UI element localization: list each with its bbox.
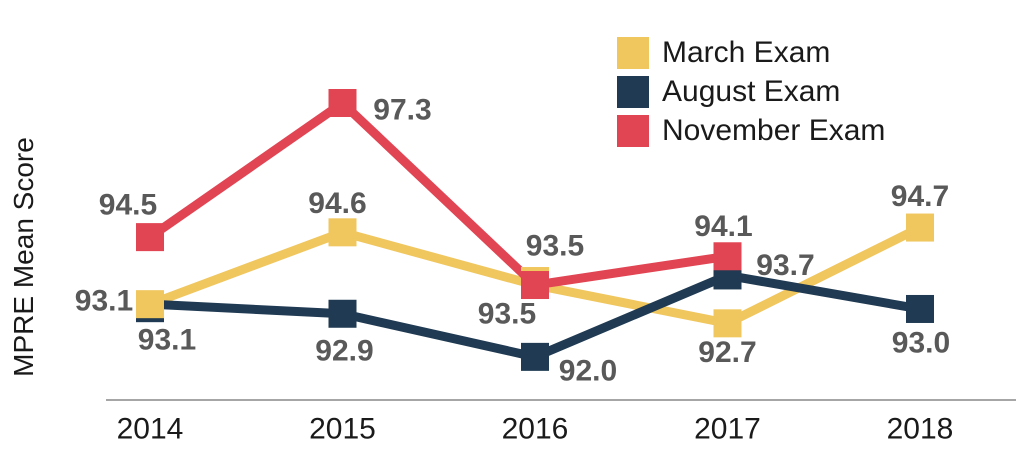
series-line-november-exam	[147, 97, 729, 290]
legend-swatch-august-exam	[617, 76, 649, 108]
data-point-label-march-exam-2017: 92.7	[698, 336, 756, 369]
y-axis-label: MPRE Mean Score	[8, 137, 39, 377]
data-point-marker-march-exam-2014	[136, 290, 164, 319]
chart-legend: March Exam August Exam November Exam	[617, 37, 885, 147]
legend-swatch-november-exam	[617, 115, 649, 147]
data-point-marker-november-exam-2016	[521, 271, 549, 300]
data-point-label-march-exam-2018: 94.7	[891, 180, 949, 213]
data-point-marker-march-exam-2015	[328, 218, 357, 247]
legend-label: August Exam	[662, 75, 841, 108]
data-point-label-march-exam-2014: 93.1	[75, 285, 133, 318]
x-tick-label-2016: 2016	[502, 413, 569, 446]
legend-item-august-exam: August Exam	[617, 76, 885, 108]
legend-item-march-exam: March Exam	[617, 37, 885, 69]
data-point-marker-november-exam-2015	[328, 89, 357, 117]
x-tick-label-2014: 2014	[117, 413, 184, 446]
data-point-label-november-exam-2016: 93.5	[526, 230, 584, 263]
data-point-label-march-exam-2016: 93.5	[478, 298, 536, 331]
data-point-label-november-exam-2017: 94.1	[694, 210, 752, 243]
data-point-label-march-exam-2015: 94.6	[308, 187, 366, 220]
data-point-label-august-exam-2018: 93.0	[892, 326, 950, 359]
data-point-label-august-exam-2015: 92.9	[315, 334, 373, 367]
data-point-marker-march-exam-2018	[906, 213, 934, 242]
data-point-marker-march-exam-2017	[713, 309, 742, 338]
data-point-marker-november-exam-2014	[136, 223, 164, 252]
data-point-label-november-exam-2015: 97.3	[373, 94, 431, 127]
legend-label: November Exam	[662, 114, 886, 147]
data-point-label-august-exam-2017: 93.7	[756, 249, 814, 282]
legend-label: March Exam	[662, 36, 831, 69]
data-point-marker-november-exam-2017	[713, 242, 742, 271]
data-point-label-august-exam-2014: 93.1	[138, 324, 196, 357]
x-tick-label-2018: 2018	[887, 413, 954, 446]
x-tick-label-2017: 2017	[694, 413, 761, 446]
data-point-marker-august-exam-2018	[906, 294, 934, 323]
legend-item-november-exam: November Exam	[617, 115, 885, 147]
data-point-label-november-exam-2014: 94.5	[99, 189, 157, 222]
data-point-marker-august-exam-2016	[521, 342, 549, 371]
data-point-label-august-exam-2016: 92.0	[559, 354, 617, 387]
x-tick-label-2015: 2015	[309, 413, 376, 446]
legend-swatch-march-exam	[617, 37, 649, 69]
data-point-marker-august-exam-2015	[328, 299, 357, 328]
